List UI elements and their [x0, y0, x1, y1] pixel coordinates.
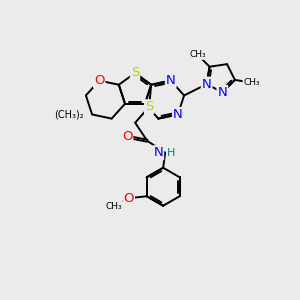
Text: O: O	[94, 74, 104, 87]
Text: S: S	[145, 100, 153, 113]
Text: (CH₃)₂: (CH₃)₂	[55, 110, 84, 119]
Text: CH₃: CH₃	[243, 78, 260, 87]
Text: S: S	[131, 67, 139, 80]
Text: N: N	[218, 86, 227, 99]
Text: O: O	[122, 130, 132, 143]
Text: N: N	[173, 108, 183, 121]
Text: H: H	[167, 148, 176, 158]
Text: O: O	[124, 192, 134, 205]
Text: N: N	[202, 78, 211, 91]
Text: N: N	[166, 74, 175, 87]
Text: CH₃: CH₃	[189, 50, 206, 59]
Text: N: N	[153, 146, 163, 159]
Text: CH₃: CH₃	[105, 202, 122, 211]
